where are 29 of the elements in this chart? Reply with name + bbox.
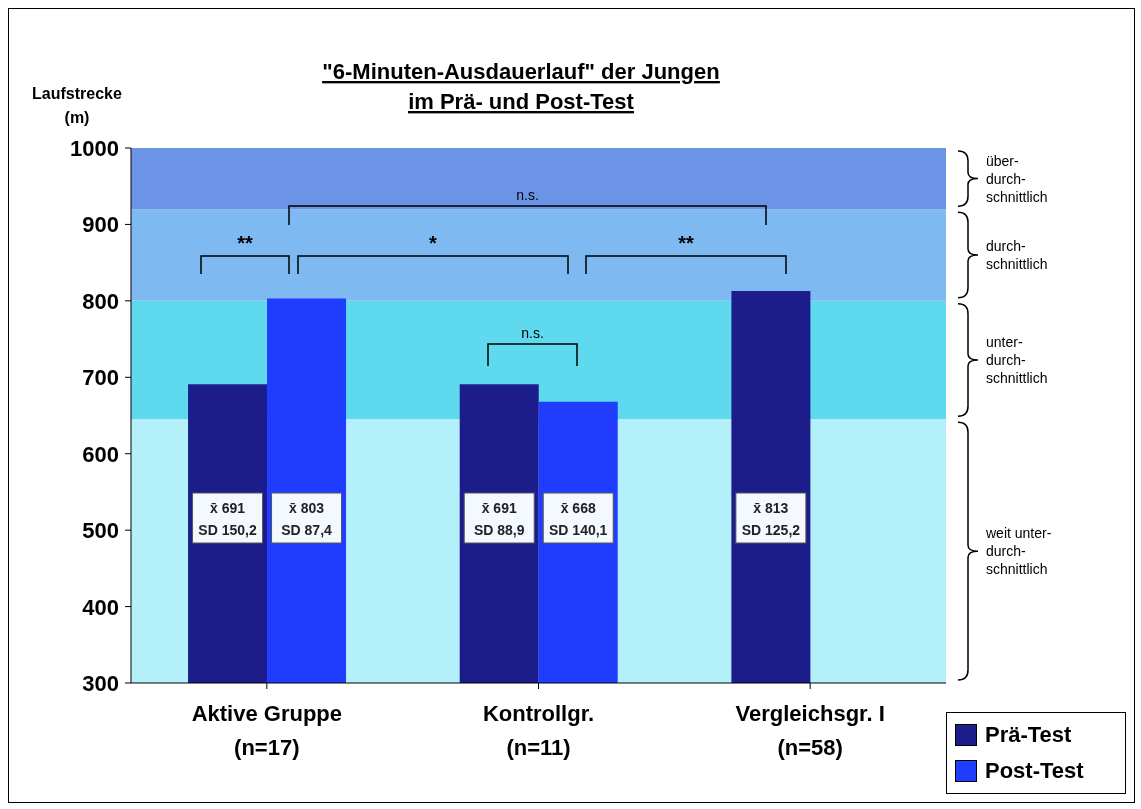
band-label: über- durch- schnittlich <box>986 152 1048 205</box>
band-label: durch- schnittlich <box>986 238 1048 272</box>
y-axis-title: Laufstrecke (m) <box>32 85 123 126</box>
x-tick-label: Aktive Gruppe (n=17) <box>191 701 343 760</box>
y-tick-label: 600 <box>82 441 119 467</box>
band-label: unter- durch- schnittlich <box>986 334 1048 387</box>
annotation: n.s. <box>521 325 544 341</box>
annotation: ** <box>678 232 694 254</box>
data-label: x̄ 813 SD 125,2 <box>741 500 801 538</box>
y-tick-label: 900 <box>82 212 119 238</box>
legend-label: Prä-Test <box>984 721 1073 749</box>
annotation: ** <box>237 232 253 254</box>
y-tick-label: 700 <box>82 365 119 391</box>
data-label: x̄ 691 SD 88,9 <box>473 500 525 538</box>
y-tick-label: 1000 <box>70 136 119 161</box>
chart-title: "6-Minuten-Ausdauerlauf" der Jungen im Prä- und Post-Test <box>322 59 720 114</box>
y-tick-label: 500 <box>82 518 119 544</box>
y-tick-label: 800 <box>82 288 119 314</box>
data-label: x̄ 691 SD 150,2 <box>198 500 257 538</box>
legend-label: Post-Test <box>984 757 1085 785</box>
y-tick-label: 400 <box>82 594 119 620</box>
annotation: n.s. <box>516 187 539 203</box>
data-label: x̄ 668 SD 140,1 <box>549 500 608 538</box>
band-label: weit unter- durch- schnittlich <box>985 525 1052 578</box>
x-tick-label: Kontrollgr. (n=11) <box>482 701 595 760</box>
y-tick-label: 300 <box>82 671 119 696</box>
annotation: * <box>429 232 438 254</box>
data-label: x̄ 803 SD 87,4 <box>281 500 333 538</box>
x-tick-label: Vergleichsgr. I (n=58) <box>735 701 885 760</box>
